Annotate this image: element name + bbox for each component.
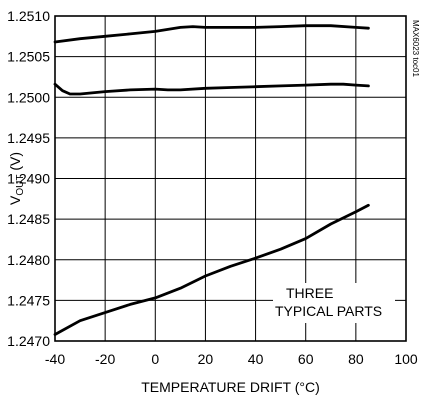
y-tick-label: 1.2490 (7, 171, 50, 187)
x-tick-labels: -40 -20 0 20 40 60 80 100 (45, 351, 418, 367)
annotation-box: THREE TYPICAL PARTS (273, 283, 395, 323)
y-axis-label: VOUT (V) (7, 152, 26, 205)
y-axis-label-main: V (7, 195, 23, 205)
y-tick-label: 1.2495 (7, 130, 50, 146)
y-tick-label: 1.2475 (7, 292, 50, 308)
y-tick-label: 1.2500 (7, 89, 50, 105)
y-tick-label: 1.2485 (7, 211, 50, 227)
y-tick-label: 1.2505 (7, 49, 50, 65)
y-tick-label: 1.2510 (7, 8, 50, 24)
x-tick-label: -20 (95, 351, 115, 367)
x-tick-label: -40 (45, 351, 65, 367)
plot-frame (54, 15, 407, 342)
y-axis-label-unit: (V) (7, 152, 23, 175)
series-line-1 (53, 24, 370, 44)
x-tick-label: 100 (394, 351, 418, 367)
x-tick-label: 60 (298, 351, 314, 367)
y-axis-label-subscript: OUT (15, 175, 26, 196)
annotation-line-2: TYPICAL PARTS (275, 303, 382, 319)
x-tick-label: 80 (348, 351, 364, 367)
y-tick-labels: 1.2470 1.2475 1.2480 1.2485 1.2490 1.2495 1.25… (7, 8, 50, 349)
y-tick-label: 1.2470 (7, 333, 50, 349)
grid-lines (55, 16, 406, 341)
x-tick-label: 20 (198, 351, 214, 367)
x-axis-label: TEMPERATURE DRIFT (°C) (141, 379, 320, 395)
y-tick-label: 1.2480 (7, 252, 50, 268)
x-tick-label: 0 (151, 351, 159, 367)
x-tick-label: 40 (248, 351, 264, 367)
series-line-3 (53, 203, 370, 336)
annotation-line-1: THREE (286, 285, 333, 301)
figure-id-label: MAX6023 toc01 (411, 20, 420, 77)
annotation-background (273, 283, 395, 323)
series-line-2 (53, 82, 370, 96)
series-group (53, 24, 370, 336)
